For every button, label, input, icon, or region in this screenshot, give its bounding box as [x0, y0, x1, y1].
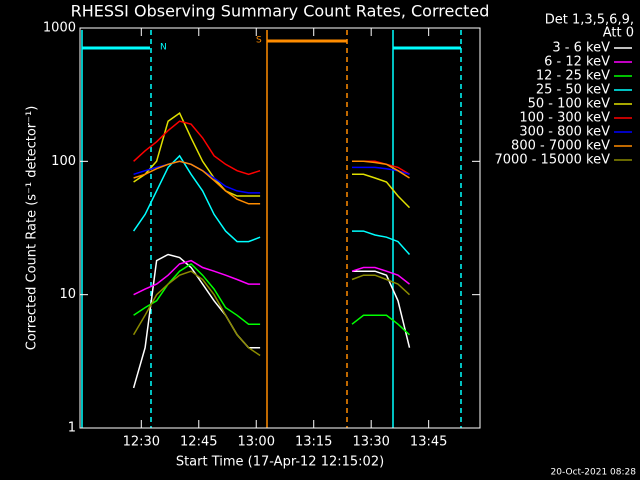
x-tick-label: 13:30: [352, 435, 389, 450]
x-tick-label: 12:30: [123, 435, 160, 450]
legend-label: 50 - 100 keV: [528, 97, 611, 112]
legend-label: 3 - 6 keV: [552, 41, 610, 56]
y-tick-label: 1: [68, 421, 76, 436]
series-line: [132, 154, 411, 255]
legend-label: 25 - 50 keV: [536, 83, 610, 98]
x-tick-label: 13:00: [238, 435, 275, 450]
series-line: [133, 111, 411, 209]
plot-frame: [79, 27, 481, 429]
annotation: S: [256, 36, 262, 46]
legend-label: 6 - 12 keV: [544, 55, 610, 70]
x-tick-label: 12:45: [180, 435, 217, 450]
x-tick-label: 13:45: [410, 435, 447, 450]
series-line: [133, 160, 410, 205]
legend-label: 100 - 300 keV: [519, 111, 610, 126]
footer: 20-Oct-2021 08:28: [551, 468, 637, 478]
legend-label: 12 - 25 keV: [536, 69, 610, 84]
series-line: [133, 259, 410, 296]
y-tick-label: 10: [59, 287, 76, 302]
series-line: [133, 120, 410, 176]
y-tick-label: 100: [51, 154, 76, 169]
legend-header: Det 1,3,5,6,9,: [545, 13, 634, 28]
x-axis-label: Start Time (17-Apr-12 12:15:02): [176, 455, 384, 470]
series-line: [133, 160, 410, 194]
legend-label: 7000 - 15000 keV: [495, 153, 611, 168]
legend-label: 800 - 7000 keV: [511, 139, 610, 154]
series-line: [132, 270, 411, 357]
x-tick-label: 13:15: [295, 435, 332, 450]
legend-label: 300 - 800 keV: [519, 125, 610, 140]
chart-title: RHESSI Observing Summary Count Rates, Co…: [71, 2, 490, 21]
annotation: N: [160, 43, 167, 53]
markers: [81, 30, 462, 428]
legend-header: Att 0: [603, 26, 634, 41]
series-line: [133, 262, 411, 336]
y-axis-label: Corrected Count Rate (s⁻¹ detector⁻¹): [25, 106, 40, 351]
y-tick-label: 1000: [43, 21, 76, 36]
